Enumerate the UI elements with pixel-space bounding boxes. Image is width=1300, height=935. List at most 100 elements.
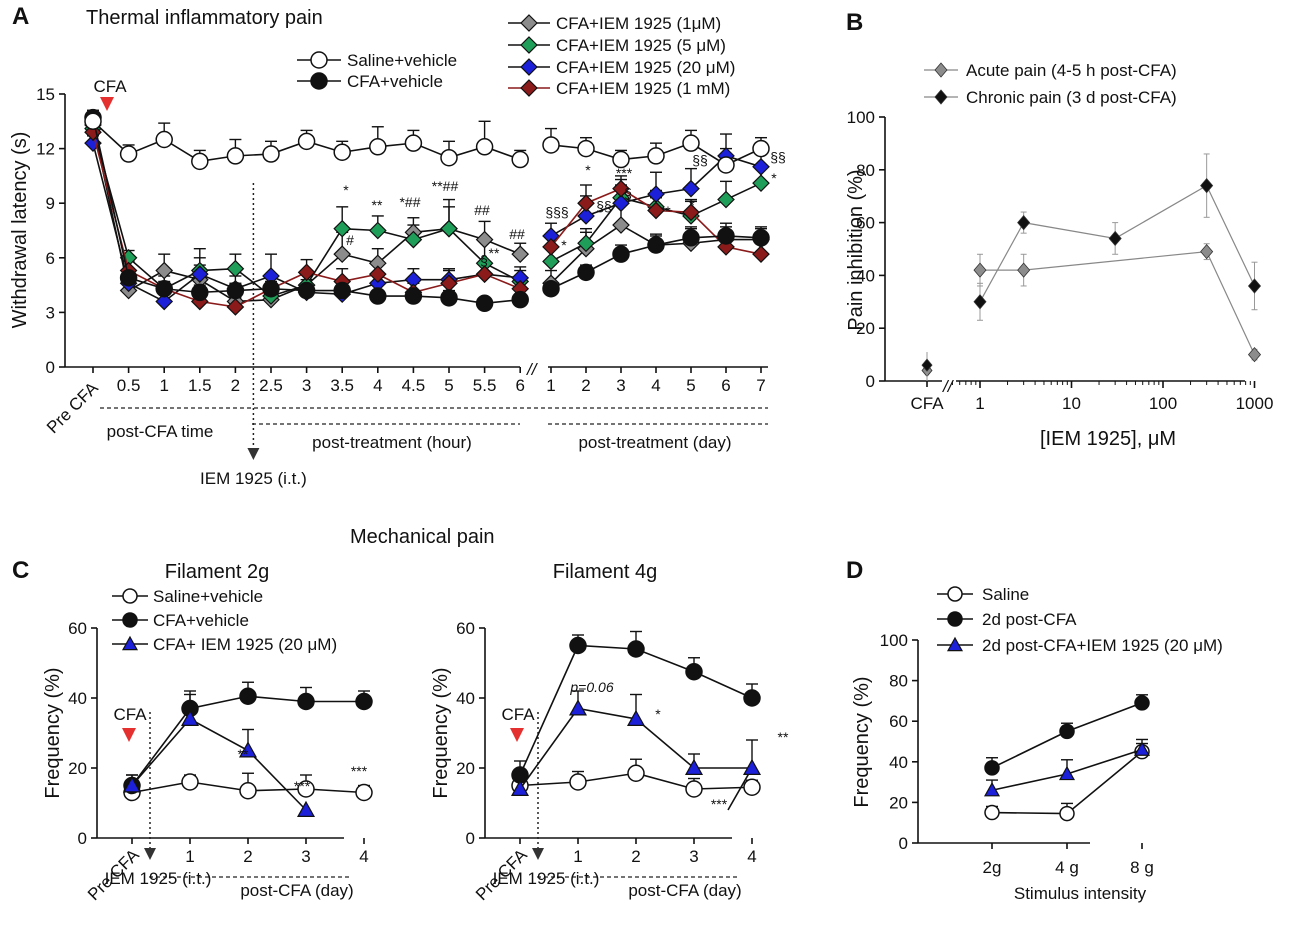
group-label-days: post-treatment (day) bbox=[578, 433, 731, 452]
significance-mark-7: ** bbox=[489, 245, 500, 261]
c2-significance-1: * bbox=[655, 706, 661, 722]
series-1-point-8 bbox=[369, 287, 387, 305]
series-2-point-2 bbox=[155, 261, 174, 280]
significance-mark-8: ## bbox=[509, 226, 525, 242]
c1-series-2-point-0 bbox=[122, 776, 142, 793]
c1-x-tick-label: 1 bbox=[185, 847, 194, 866]
c1-series-1-point-2 bbox=[239, 687, 257, 705]
c1-treatment-label: IEM 1925 (i.t.) bbox=[105, 869, 212, 888]
significance-mark-1: # bbox=[346, 232, 354, 248]
c1-significance-0: ** bbox=[238, 746, 249, 762]
c2-x-tick-label: 2 bbox=[631, 847, 640, 866]
x-tick-label: 1.5 bbox=[188, 376, 212, 395]
series-1-point-13 bbox=[542, 279, 560, 298]
series-4-point-15 bbox=[612, 194, 630, 213]
d-legend-marker-0 bbox=[947, 586, 963, 602]
series-3-point-4 bbox=[226, 259, 245, 278]
c2-y-tick-label: 40 bbox=[456, 689, 475, 708]
legend-marker-3 bbox=[520, 36, 538, 54]
c2-y-tick-label: 20 bbox=[456, 759, 475, 778]
series-0-point-5 bbox=[262, 145, 280, 163]
c1-x-tick-label: 2 bbox=[243, 847, 252, 866]
series-0-point-19 bbox=[752, 139, 770, 158]
series-3-point-18 bbox=[717, 190, 735, 209]
y-tick-label: 40 bbox=[856, 266, 875, 285]
b-series-1-control-point bbox=[921, 358, 933, 372]
series-1-point-14 bbox=[577, 263, 595, 282]
c2-series-2-point-0 bbox=[510, 779, 530, 797]
series-1-point-5 bbox=[262, 279, 280, 298]
x-tick-label: 3 bbox=[616, 376, 625, 395]
significance-mark-2: ** bbox=[372, 197, 383, 213]
d-y-tick-label: 40 bbox=[889, 753, 908, 772]
b-legend-label-0: Acute pain (4-5 h post-CFA) bbox=[966, 61, 1177, 80]
c2-series-1-point-2 bbox=[627, 640, 645, 658]
b-legend-marker-1 bbox=[934, 89, 948, 105]
c2-x-tick-label: 3 bbox=[689, 847, 698, 866]
x-tick-label: 4.5 bbox=[402, 376, 426, 395]
series-1-point-11 bbox=[475, 294, 494, 313]
legend-label-2: CFA+IEM 1925 (1μM) bbox=[556, 14, 721, 33]
x-tick-label: Pre CFA bbox=[43, 378, 102, 437]
y-axis-label: Withdrawal latency (s) bbox=[9, 132, 31, 329]
d-x-tick-label: 8 g bbox=[1130, 858, 1154, 877]
x-tick-label: 100 bbox=[1149, 394, 1177, 413]
legend-label-5: CFA+IEM 1925 (1 mM) bbox=[556, 79, 730, 98]
c2-series-0-point-1 bbox=[569, 773, 587, 791]
c1-y-tick-label: 40 bbox=[68, 689, 87, 708]
series-1-point-12 bbox=[511, 290, 529, 309]
c1-y-tick-label: 20 bbox=[68, 759, 87, 778]
series-5-point-11 bbox=[475, 265, 494, 284]
axis-break: // bbox=[942, 377, 955, 396]
treatment-arrow bbox=[247, 448, 260, 460]
c1-cfa-red-arrow bbox=[122, 728, 136, 742]
d-legend-label-0: Saline bbox=[982, 585, 1029, 604]
series-0-point-0 bbox=[84, 112, 102, 131]
c2-treatment-label: IEM 1925 (i.t.) bbox=[493, 869, 600, 888]
legend-marker-0 bbox=[310, 51, 328, 69]
significance-mark-14: § bbox=[624, 185, 632, 201]
c2-series-2-point-2 bbox=[626, 709, 646, 727]
d-series-0-point-0 bbox=[984, 804, 1000, 821]
c2-series-1-point-1 bbox=[569, 636, 587, 655]
series-1-point-6 bbox=[297, 281, 316, 300]
series-1-point-4 bbox=[226, 281, 245, 300]
significance-mark-11: * bbox=[585, 162, 591, 178]
c2-series-0-point-2 bbox=[627, 764, 645, 782]
significance-mark-6: § bbox=[480, 252, 488, 268]
d-series-2-point-0 bbox=[983, 781, 1001, 797]
series-1-point-15 bbox=[612, 245, 630, 263]
c2-cfa-label: CFA bbox=[501, 705, 535, 724]
significance-mark-15: * bbox=[665, 203, 671, 219]
c1-significance-2: *** bbox=[351, 763, 368, 779]
panel-letter-b: B bbox=[846, 9, 863, 36]
series-2-point-12 bbox=[511, 245, 530, 264]
c1-series-2-point-1 bbox=[180, 709, 200, 727]
series-3-point-19 bbox=[752, 174, 770, 193]
c2-treatment-arrow bbox=[532, 848, 544, 860]
y-tick-label: 3 bbox=[46, 303, 55, 322]
series-5-point-4 bbox=[226, 298, 245, 316]
series-5-point-17 bbox=[682, 203, 700, 222]
d-series-1-point-2 bbox=[1134, 695, 1150, 711]
series-5-point-19 bbox=[752, 245, 770, 264]
d-y-tick-label: 20 bbox=[889, 793, 908, 812]
d-y-tick-label: 80 bbox=[889, 672, 908, 691]
c1-y-tick-label: 60 bbox=[68, 619, 87, 638]
b-legend-marker-0 bbox=[934, 62, 948, 78]
series-2-point-7 bbox=[333, 245, 352, 264]
c1-series-0-point-4 bbox=[355, 783, 373, 802]
b-series-0-point-3 bbox=[1247, 346, 1262, 363]
x-tick-label: 6 bbox=[515, 376, 524, 395]
x-tick-label: 1 bbox=[975, 394, 984, 413]
panel-b-chart: // 0 20 40 60 80 100 Pain inhibition (%) CFA 1 10 1… bbox=[845, 61, 1273, 450]
series-0-point-12 bbox=[511, 150, 529, 169]
series-0-point-17 bbox=[682, 134, 700, 152]
series-1-point-16 bbox=[647, 236, 665, 254]
d-series-1-point-1 bbox=[1059, 723, 1075, 740]
b-legend-label-1: Chronic pain (3 d post-CFA) bbox=[966, 88, 1177, 107]
d-y-tick-label: 100 bbox=[880, 631, 908, 650]
panel-a-title: Thermal inflammatory pain bbox=[86, 7, 323, 29]
c-legend-marker-2 bbox=[121, 635, 139, 651]
